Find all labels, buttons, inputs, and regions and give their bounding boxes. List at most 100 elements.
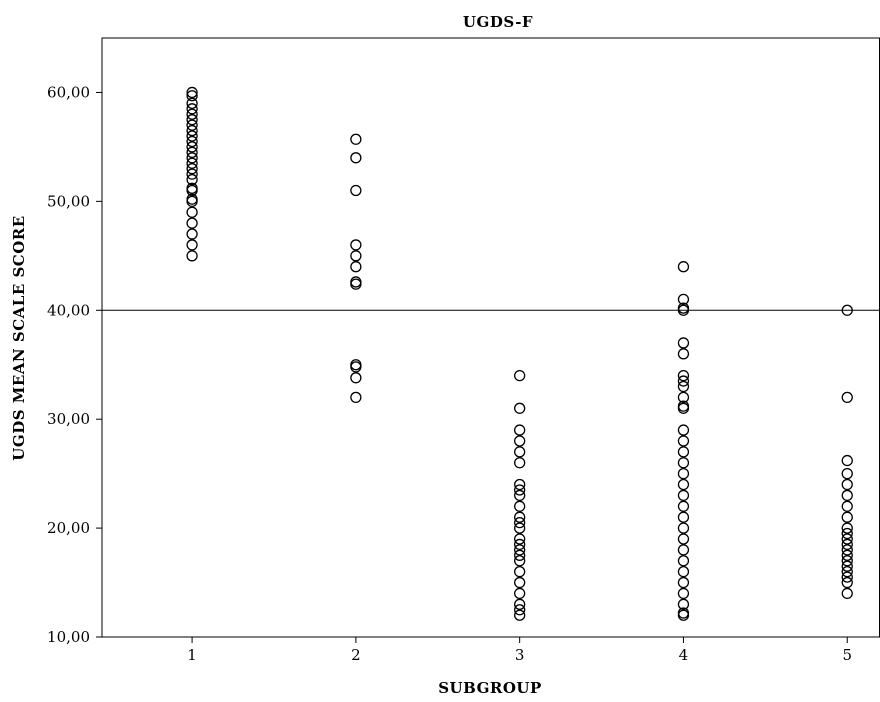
data-point — [677, 566, 690, 578]
data-point — [514, 500, 526, 512]
data-point — [514, 402, 526, 414]
data-point — [186, 239, 198, 251]
x-axis-title: SUBGROUP — [438, 679, 542, 697]
data-point — [186, 90, 198, 102]
data-point — [677, 391, 690, 404]
chart-title: UGDS-F — [463, 13, 533, 31]
data-point — [677, 424, 690, 436]
data-point — [350, 276, 362, 288]
data-point — [841, 489, 853, 502]
data-point — [841, 587, 853, 600]
data-point — [677, 598, 690, 610]
data-point — [186, 184, 198, 197]
data-point — [677, 478, 690, 491]
data-point — [186, 157, 198, 169]
data-point — [350, 133, 362, 145]
data-point — [514, 598, 526, 610]
data-point — [186, 173, 198, 186]
data-point — [186, 163, 198, 175]
y-axis: 10,00 20,00 30,00 40,00 50,00 60,00 — [47, 83, 102, 646]
data-point — [514, 446, 526, 458]
data-point — [841, 391, 853, 404]
data-point — [514, 533, 526, 545]
data-point — [350, 239, 362, 251]
data-point — [350, 152, 362, 164]
data-point — [514, 587, 526, 600]
data-point — [186, 114, 198, 126]
data-point — [350, 361, 362, 373]
data-point — [841, 549, 853, 561]
data-point — [186, 206, 198, 218]
data-point — [514, 511, 526, 523]
data-point — [841, 522, 853, 534]
data-point — [677, 402, 690, 414]
data-point — [350, 250, 362, 262]
data-point — [677, 435, 690, 447]
data-point — [677, 609, 690, 621]
data-point — [841, 511, 853, 523]
data-point — [350, 261, 362, 273]
y-tick-label: 20,00 — [47, 519, 90, 537]
data-point — [186, 108, 198, 120]
data-point — [841, 533, 853, 545]
data-point — [514, 609, 526, 621]
data-point — [514, 555, 526, 567]
data-point — [186, 168, 198, 180]
data-point — [514, 522, 526, 534]
data-point — [514, 538, 526, 551]
y-tick-label: 60,00 — [47, 83, 90, 101]
data-point — [514, 424, 526, 436]
data-point — [677, 293, 690, 306]
x-tick-label: 5 — [842, 646, 852, 664]
data-point — [677, 511, 690, 523]
y-tick-label: 10,00 — [47, 628, 90, 646]
data-point — [677, 446, 690, 458]
data-point — [350, 184, 362, 197]
data-point — [186, 146, 198, 159]
data-point — [677, 304, 690, 316]
y-tick-label: 40,00 — [47, 301, 90, 319]
y-tick-label: 30,00 — [47, 410, 90, 428]
data-point — [841, 454, 853, 467]
data-point — [186, 97, 198, 109]
data-point — [186, 135, 198, 148]
data-point — [514, 484, 526, 496]
data-point — [186, 195, 198, 208]
data-point — [514, 566, 526, 578]
data-point — [677, 576, 690, 589]
data-point — [350, 391, 362, 404]
data-point — [514, 544, 526, 556]
data-point — [677, 544, 690, 556]
data-point — [841, 571, 853, 583]
data-point — [841, 576, 853, 589]
data-point — [677, 375, 690, 387]
data-point — [677, 522, 690, 534]
data-point — [514, 549, 526, 561]
data-point — [841, 538, 853, 551]
data-point — [514, 435, 526, 447]
data-point — [841, 566, 853, 578]
y-axis-title: UGDS MEAN SCALE SCORE — [10, 215, 28, 460]
data-point — [186, 119, 198, 131]
data-point — [841, 304, 853, 316]
data-point — [677, 380, 690, 393]
data-point — [514, 457, 526, 469]
data-point — [841, 555, 853, 567]
plot-frame — [101, 37, 880, 638]
data-point — [677, 369, 690, 382]
data-point — [677, 587, 690, 600]
data-point — [677, 457, 690, 469]
data-point — [841, 560, 853, 572]
data-point — [186, 152, 198, 164]
data-point — [350, 278, 362, 290]
data-point — [677, 467, 690, 480]
x-tick-label: 1 — [187, 646, 197, 664]
x-tick-label: 3 — [515, 646, 525, 664]
data-point — [514, 576, 526, 589]
data-points — [186, 86, 853, 621]
data-point — [841, 544, 853, 556]
data-point — [186, 250, 198, 262]
data-point — [514, 369, 526, 382]
data-point — [186, 130, 198, 142]
